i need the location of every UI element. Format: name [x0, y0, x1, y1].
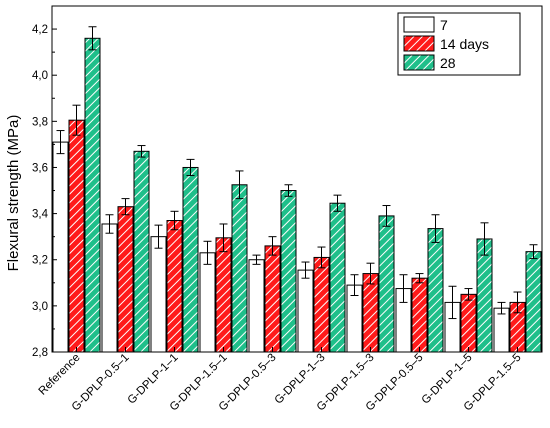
y-tick-label: 4,0 [32, 70, 48, 82]
bar-1-2 [101, 223, 118, 353]
y-tick-label: 3,6 [32, 162, 48, 174]
bar-2-2 [117, 206, 134, 353]
bar-1-4 [199, 252, 216, 353]
bar-1-10 [493, 307, 510, 353]
y-tick-label: 3,4 [32, 209, 49, 221]
bar-3-6 [329, 202, 346, 353]
plot-frame [51, 5, 543, 353]
bar-2-7 [362, 273, 379, 353]
y-tick-label: 3,0 [32, 301, 48, 313]
legend-swatch-2 [403, 35, 435, 52]
x-tick-label: G-DPLP-1–1 [126, 352, 181, 407]
x-tick-label: G-DPLP-1–3 [273, 352, 328, 407]
bar-3-5 [280, 190, 297, 353]
bar-1-1 [52, 141, 69, 353]
bar-2-9 [460, 293, 477, 353]
legend-label-3: 28 [440, 55, 456, 71]
legend-swatch-1 [403, 16, 435, 33]
bar-3-8 [427, 228, 444, 353]
bar-3-7 [378, 215, 395, 353]
bar-2-3 [166, 220, 183, 353]
legend: 7 14 days 28 [397, 12, 521, 76]
y-tick-label: 3,8 [32, 116, 48, 128]
bar-2-4 [215, 237, 232, 353]
y-tick-label: 3,2 [32, 255, 48, 267]
bar-3-4 [231, 184, 248, 353]
bar-2-8 [411, 277, 428, 353]
x-tick-label: G-DPLP-1–5 [420, 352, 475, 407]
bar-3-10 [525, 251, 542, 353]
y-tick-label: 2,8 [32, 347, 48, 359]
y-axis-title: Flexural strength (MPa) [5, 115, 22, 272]
bar-3-9 [476, 238, 493, 353]
bar-2-6 [313, 256, 330, 353]
bars-layer [52, 26, 542, 353]
legend-label-1: 7 [440, 17, 448, 33]
bar-1-6 [297, 269, 314, 353]
bar-1-3 [150, 236, 167, 353]
legend-swatch-3 [403, 54, 435, 71]
y-tick-label: 4,2 [32, 24, 48, 36]
bar-2-1 [68, 119, 85, 353]
bar-2-5 [264, 245, 281, 353]
bar-1-5 [248, 259, 265, 353]
bar-3-3 [182, 166, 199, 353]
legend-label-2: 14 days [440, 36, 489, 52]
bar-3-2 [133, 150, 150, 353]
bar-3-1 [84, 37, 101, 353]
